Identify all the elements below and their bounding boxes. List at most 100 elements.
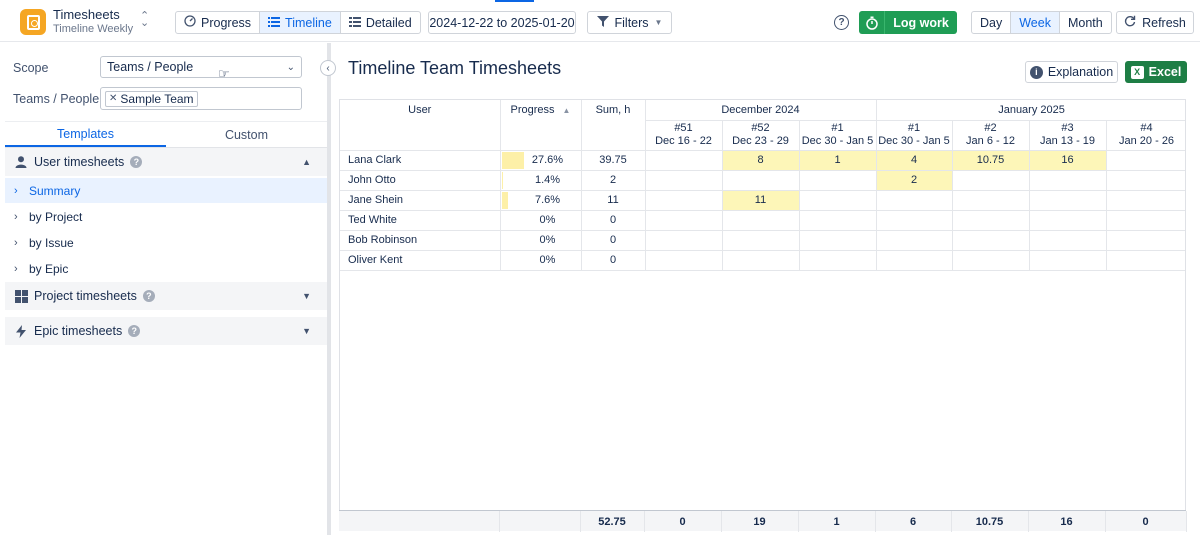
section-epic-timesheets[interactable]: Epic timesheets ? ▼ bbox=[5, 317, 327, 345]
progress-cell: 1.4% bbox=[500, 170, 582, 191]
user-cell[interactable]: Lana Clark bbox=[340, 150, 501, 171]
teams-people-input[interactable]: ✕ Sample Team bbox=[100, 87, 302, 110]
week-hours-cell[interactable]: 8 bbox=[722, 150, 800, 171]
week-hours-cell bbox=[952, 230, 1030, 251]
week-hours-cell bbox=[645, 150, 723, 171]
table-row[interactable]: Ted White 0% 0 bbox=[340, 210, 1185, 231]
week-hours-cell[interactable]: 16 bbox=[1029, 150, 1107, 171]
totals-week: 0 bbox=[1105, 511, 1187, 532]
filters-button[interactable]: Filters ▼ bbox=[587, 11, 672, 34]
week-hours-cell bbox=[645, 210, 723, 231]
scope-select[interactable]: Teams / People ⌄ bbox=[100, 56, 302, 78]
top-bar: Timesheets Timeline Weekly ⌃ ⌄ Progress T… bbox=[0, 0, 1200, 42]
week-hours-cell[interactable]: 2 bbox=[876, 170, 953, 191]
tab-templates[interactable]: Templates bbox=[5, 122, 166, 147]
team-tag-label: Sample Team bbox=[120, 91, 194, 106]
sort-ascending-icon[interactable]: ▲ bbox=[562, 106, 571, 115]
user-cell[interactable]: Ted White bbox=[340, 210, 501, 231]
table-row[interactable]: Jane Shein 7.6% 11 11 bbox=[340, 190, 1185, 211]
week-header: #2 Jan 6 - 12 bbox=[952, 120, 1030, 151]
week-hours-cell bbox=[645, 250, 723, 271]
sum-cell: 0 bbox=[581, 250, 646, 271]
week-hours-cell[interactable]: 11 bbox=[722, 190, 800, 211]
app-title[interactable]: Timesheets bbox=[53, 7, 120, 22]
timesheet-grid: User Progress ▲ Sum, h December 2024 Janu… bbox=[339, 99, 1186, 531]
progress-value: 0% bbox=[539, 214, 556, 226]
progress-bar bbox=[501, 151, 524, 169]
table-row[interactable]: Lana Clark 27.6% 39.75 8 1 4 10.75 16 bbox=[340, 150, 1185, 171]
week-hours-cell bbox=[1029, 170, 1107, 191]
app-subtitle[interactable]: Timeline Weekly bbox=[53, 23, 134, 35]
section-user-label: User timesheets bbox=[34, 155, 125, 169]
template-summary[interactable]: › Summary bbox=[5, 178, 327, 203]
progress-value: 0% bbox=[539, 234, 556, 246]
explanation-button[interactable]: i Explanation bbox=[1025, 61, 1118, 83]
panel-splitter[interactable] bbox=[327, 43, 331, 535]
week-hours-cell[interactable]: 1 bbox=[799, 150, 877, 171]
caret-down-icon: ▼ bbox=[302, 291, 311, 301]
user-cell[interactable]: Bob Robinson bbox=[340, 230, 501, 251]
tab-timeline[interactable]: Timeline bbox=[260, 12, 341, 33]
week-hours-cell[interactable]: 4 bbox=[876, 150, 953, 171]
user-cell[interactable]: Oliver Kent bbox=[340, 250, 501, 271]
table-row[interactable]: Oliver Kent 0% 0 bbox=[340, 250, 1185, 271]
sum-cell: 0 bbox=[581, 210, 646, 231]
remove-tag-icon[interactable]: ✕ bbox=[109, 93, 118, 104]
collapse-panel-chevron-icon[interactable]: ‹ bbox=[320, 60, 336, 76]
progress-cell: 0% bbox=[500, 210, 582, 231]
tab-custom[interactable]: Custom bbox=[224, 127, 269, 142]
template-by-epic[interactable]: › by Epic bbox=[5, 256, 327, 281]
date-range-picker[interactable]: 2024-12-22 to 2025-01-20 bbox=[428, 11, 576, 34]
tab-progress[interactable]: Progress bbox=[176, 12, 261, 33]
week-header: #1 Dec 30 - Jan 5 bbox=[876, 120, 953, 151]
week-number: #51 bbox=[674, 122, 693, 134]
chevron-right-icon: › bbox=[14, 236, 18, 249]
tab-detailed-label: Detailed bbox=[365, 15, 412, 30]
app-switch-chevron-icon[interactable]: ⌃ ⌄ bbox=[140, 10, 150, 29]
info-icon: i bbox=[1029, 65, 1043, 79]
user-cell[interactable]: John Otto bbox=[340, 170, 501, 191]
granularity-month[interactable]: Month bbox=[1067, 15, 1103, 30]
refresh-button[interactable]: Refresh bbox=[1116, 11, 1194, 34]
template-by-project[interactable]: › by Project bbox=[5, 204, 327, 229]
help-icon[interactable]: ? bbox=[142, 290, 155, 302]
help-icon[interactable]: ? bbox=[834, 15, 849, 30]
week-hours-cell bbox=[1029, 230, 1107, 251]
column-header-sum[interactable]: Sum, h bbox=[581, 100, 646, 151]
table-row[interactable]: John Otto 1.4% 2 2 bbox=[340, 170, 1185, 191]
week-hours-cell bbox=[722, 210, 800, 231]
section-user-timesheets[interactable]: User timesheets ? ▲ bbox=[5, 148, 327, 176]
week-hours-cell bbox=[952, 250, 1030, 271]
totals-sum: 52.75 bbox=[580, 511, 645, 532]
help-icon[interactable]: ? bbox=[128, 325, 141, 337]
refresh-icon bbox=[1124, 15, 1136, 30]
progress-value: 7.6% bbox=[534, 194, 561, 206]
user-cell[interactable]: Jane Shein bbox=[340, 190, 501, 211]
week-hours-cell bbox=[722, 250, 800, 271]
month-header-january: January 2025 bbox=[876, 100, 1185, 121]
progress-cell: 7.6% bbox=[500, 190, 582, 211]
granularity-day[interactable]: Day bbox=[972, 12, 1012, 33]
table-row[interactable]: Bob Robinson 0% 0 bbox=[340, 230, 1185, 251]
section-project-timesheets[interactable]: Project timesheets ? ▼ bbox=[5, 282, 327, 310]
column-header-progress[interactable]: Progress ▲ bbox=[500, 100, 582, 151]
timeline-list-icon bbox=[268, 16, 281, 30]
tab-detailed[interactable]: Detailed bbox=[341, 12, 420, 33]
log-work-label: Log work bbox=[893, 15, 949, 30]
team-tag: ✕ Sample Team bbox=[105, 90, 198, 107]
help-icon[interactable]: ? bbox=[130, 156, 143, 168]
excel-export-button[interactable]: X Excel bbox=[1125, 61, 1187, 83]
week-hours-cell bbox=[645, 170, 723, 191]
log-work-button[interactable]: Log work bbox=[859, 11, 957, 34]
totals-week: 1 bbox=[798, 511, 876, 532]
totals-week: 6 bbox=[875, 511, 952, 532]
week-header: #3 Jan 13 - 19 bbox=[1029, 120, 1107, 151]
timesheets-logo-icon[interactable] bbox=[20, 9, 46, 35]
granularity-week[interactable]: Week bbox=[1011, 12, 1060, 33]
column-header-user[interactable]: User bbox=[340, 100, 501, 151]
week-number: #52 bbox=[751, 122, 770, 134]
progress-cell: 0% bbox=[500, 230, 582, 251]
week-header: #4 Jan 20 - 26 bbox=[1106, 120, 1185, 151]
template-by-issue[interactable]: › by Issue bbox=[5, 230, 327, 255]
week-hours-cell[interactable]: 10.75 bbox=[952, 150, 1030, 171]
